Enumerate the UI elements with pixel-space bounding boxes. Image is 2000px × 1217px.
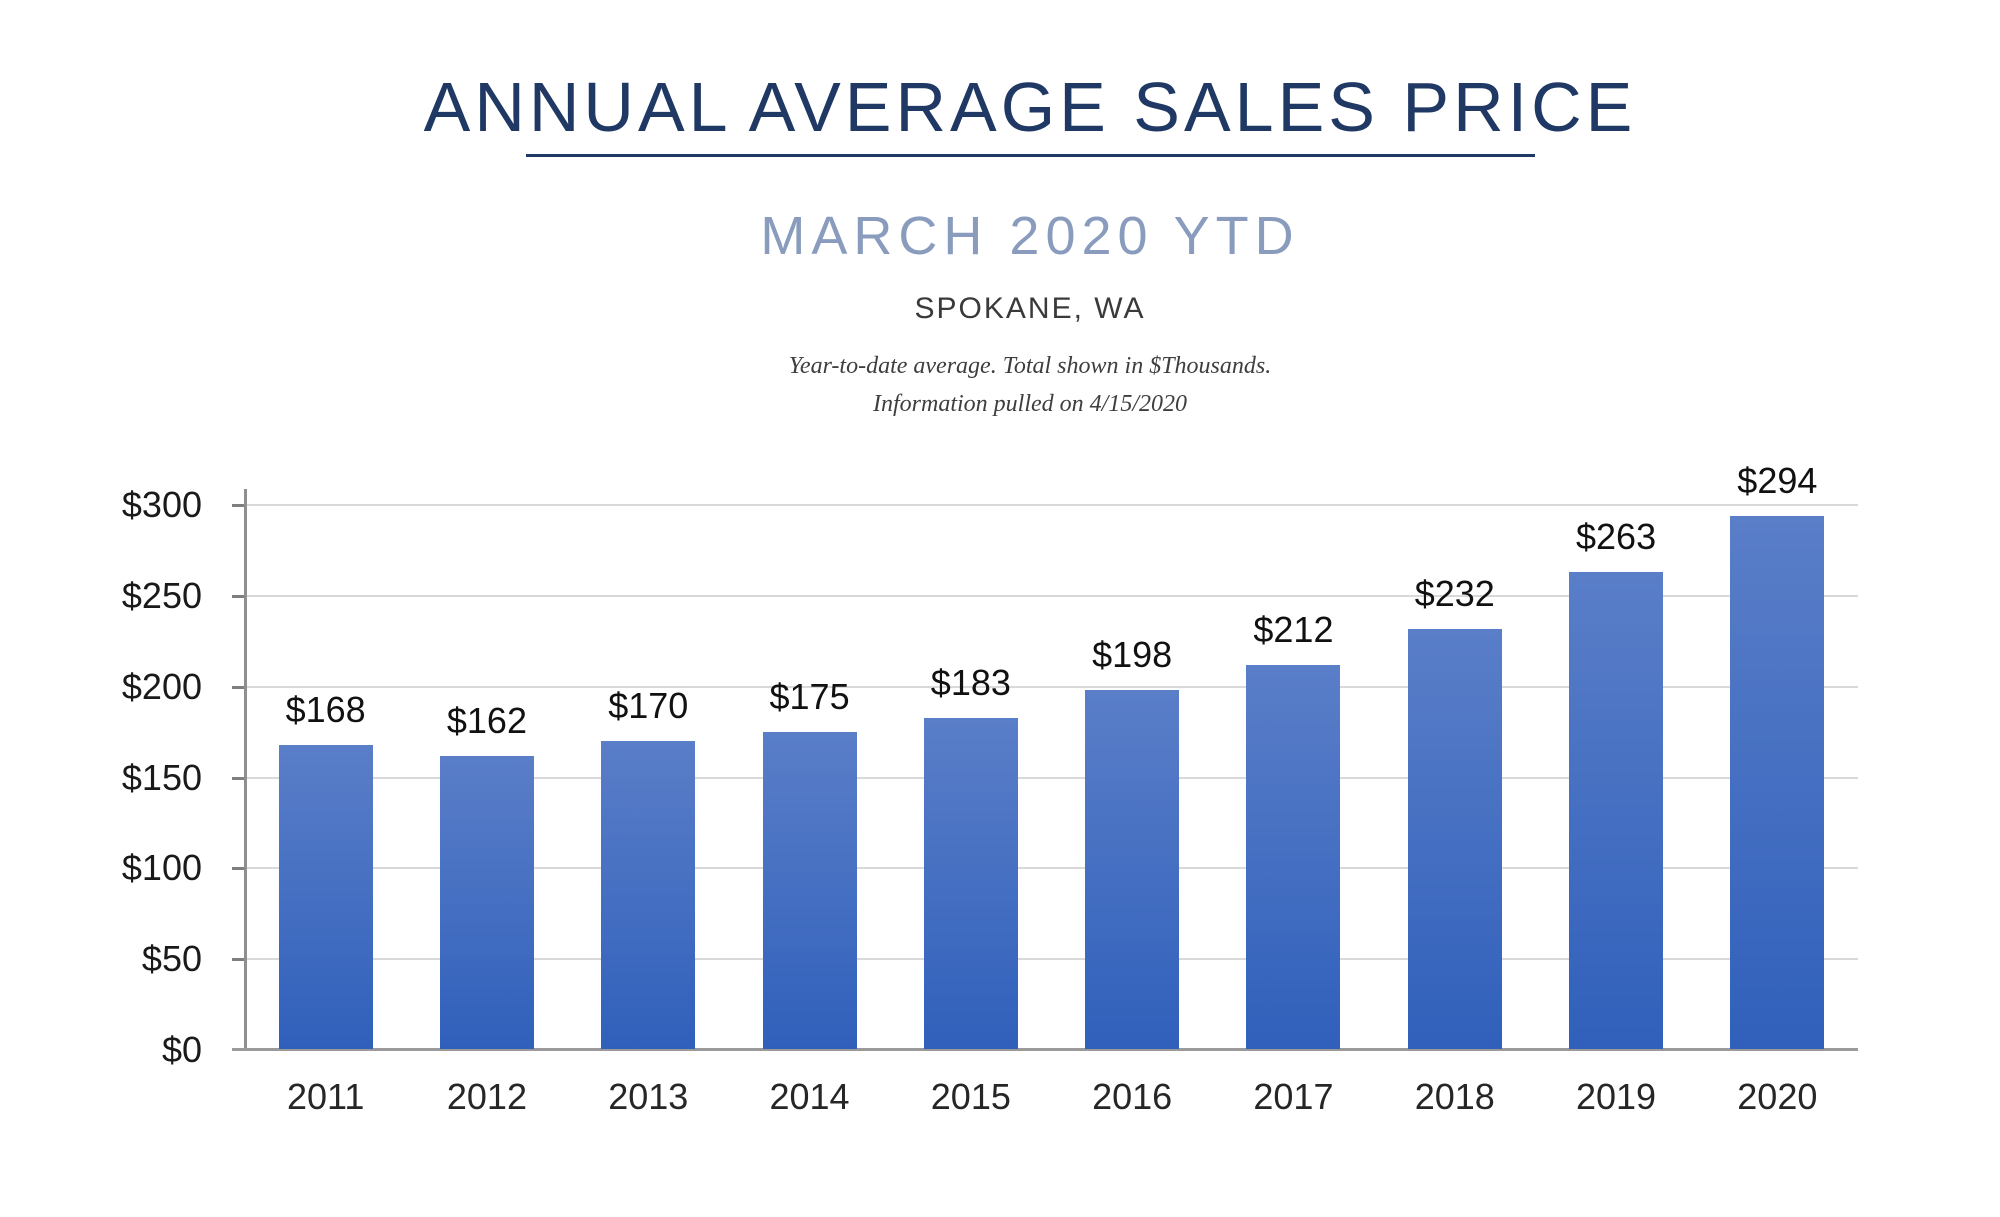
- bar: [1407, 628, 1502, 1049]
- y-axis-tick: [232, 776, 246, 780]
- y-axis-tick-label: $250: [121, 574, 202, 616]
- x-axis-category-label: 2015: [930, 1076, 1011, 1117]
- gridline: [246, 504, 1858, 506]
- page-title: ANNUAL AVERAGE SALES PRICE: [423, 68, 1637, 146]
- y-axis-tick-label: $100: [121, 847, 202, 889]
- gridline: [246, 776, 1858, 779]
- bar-value-label: $183: [930, 661, 1011, 703]
- bar: [923, 717, 1018, 1049]
- bar-value-label: $212: [1253, 608, 1334, 650]
- bar: [1085, 690, 1180, 1049]
- y-axis-tick-label: $50: [141, 938, 202, 980]
- x-axis-category-label: 2017: [1253, 1076, 1334, 1117]
- bar-value-label: $168: [285, 688, 366, 730]
- subtitle-period: MARCH 2020 YTD: [760, 206, 1300, 266]
- gridline: [246, 685, 1858, 688]
- location-label: SPOKANE, WA: [914, 292, 1146, 325]
- bar: [278, 744, 373, 1049]
- gridline: [246, 958, 1858, 961]
- bar: [1246, 664, 1341, 1049]
- x-axis-category-label: 2011: [286, 1076, 365, 1117]
- bar: [439, 755, 534, 1049]
- y-axis-tick: [232, 594, 246, 598]
- bar-value-label: $162: [446, 699, 527, 741]
- bar-value-label: $263: [1576, 516, 1657, 558]
- x-axis-category-label: 2014: [769, 1076, 850, 1117]
- title-underline-divider: [525, 154, 1535, 157]
- x-axis-line: [232, 1048, 1858, 1051]
- y-axis-tick: [232, 958, 246, 962]
- y-axis-tick: [232, 504, 246, 507]
- y-axis-tick-label: $300: [121, 484, 202, 525]
- bar-value-label: $175: [769, 676, 850, 718]
- x-axis-category-label: 2016: [1092, 1076, 1173, 1117]
- chart-header: ANNUAL AVERAGE SALES PRICE MARCH 2020 YT…: [30, 0, 2000, 416]
- y-axis-tick: [232, 685, 246, 689]
- x-axis-category-label: 2019: [1575, 1076, 1657, 1117]
- y-axis-tick-label: $150: [121, 756, 202, 798]
- bar: [1569, 572, 1664, 1049]
- bar-value-label: $294: [1737, 459, 1818, 501]
- x-axis-category-label: 2020: [1737, 1076, 1818, 1117]
- footnote-line-1: Year-to-date average. Total shown in $Th…: [788, 353, 1272, 379]
- x-axis-category-label: 2012: [446, 1076, 527, 1117]
- bar-value-label: $170: [608, 685, 689, 727]
- bar: [1730, 515, 1825, 1049]
- x-axis-category-label: 2018: [1414, 1076, 1495, 1117]
- y-axis-line: [244, 489, 247, 1050]
- gridline: [246, 594, 1858, 597]
- gridline: [246, 867, 1858, 870]
- bar-value-label: $232: [1414, 572, 1495, 614]
- y-axis-tick: [232, 867, 246, 871]
- x-axis-category-label: 2013: [608, 1076, 689, 1117]
- bar-value-label: $198: [1092, 634, 1173, 676]
- y-axis-tick-label: $0: [161, 1029, 202, 1070]
- bar: [601, 741, 696, 1049]
- footnote-line-2: Information pulled on 4/15/2020: [873, 391, 1187, 417]
- y-axis-tick-label: $200: [121, 665, 202, 707]
- bar: [762, 732, 857, 1049]
